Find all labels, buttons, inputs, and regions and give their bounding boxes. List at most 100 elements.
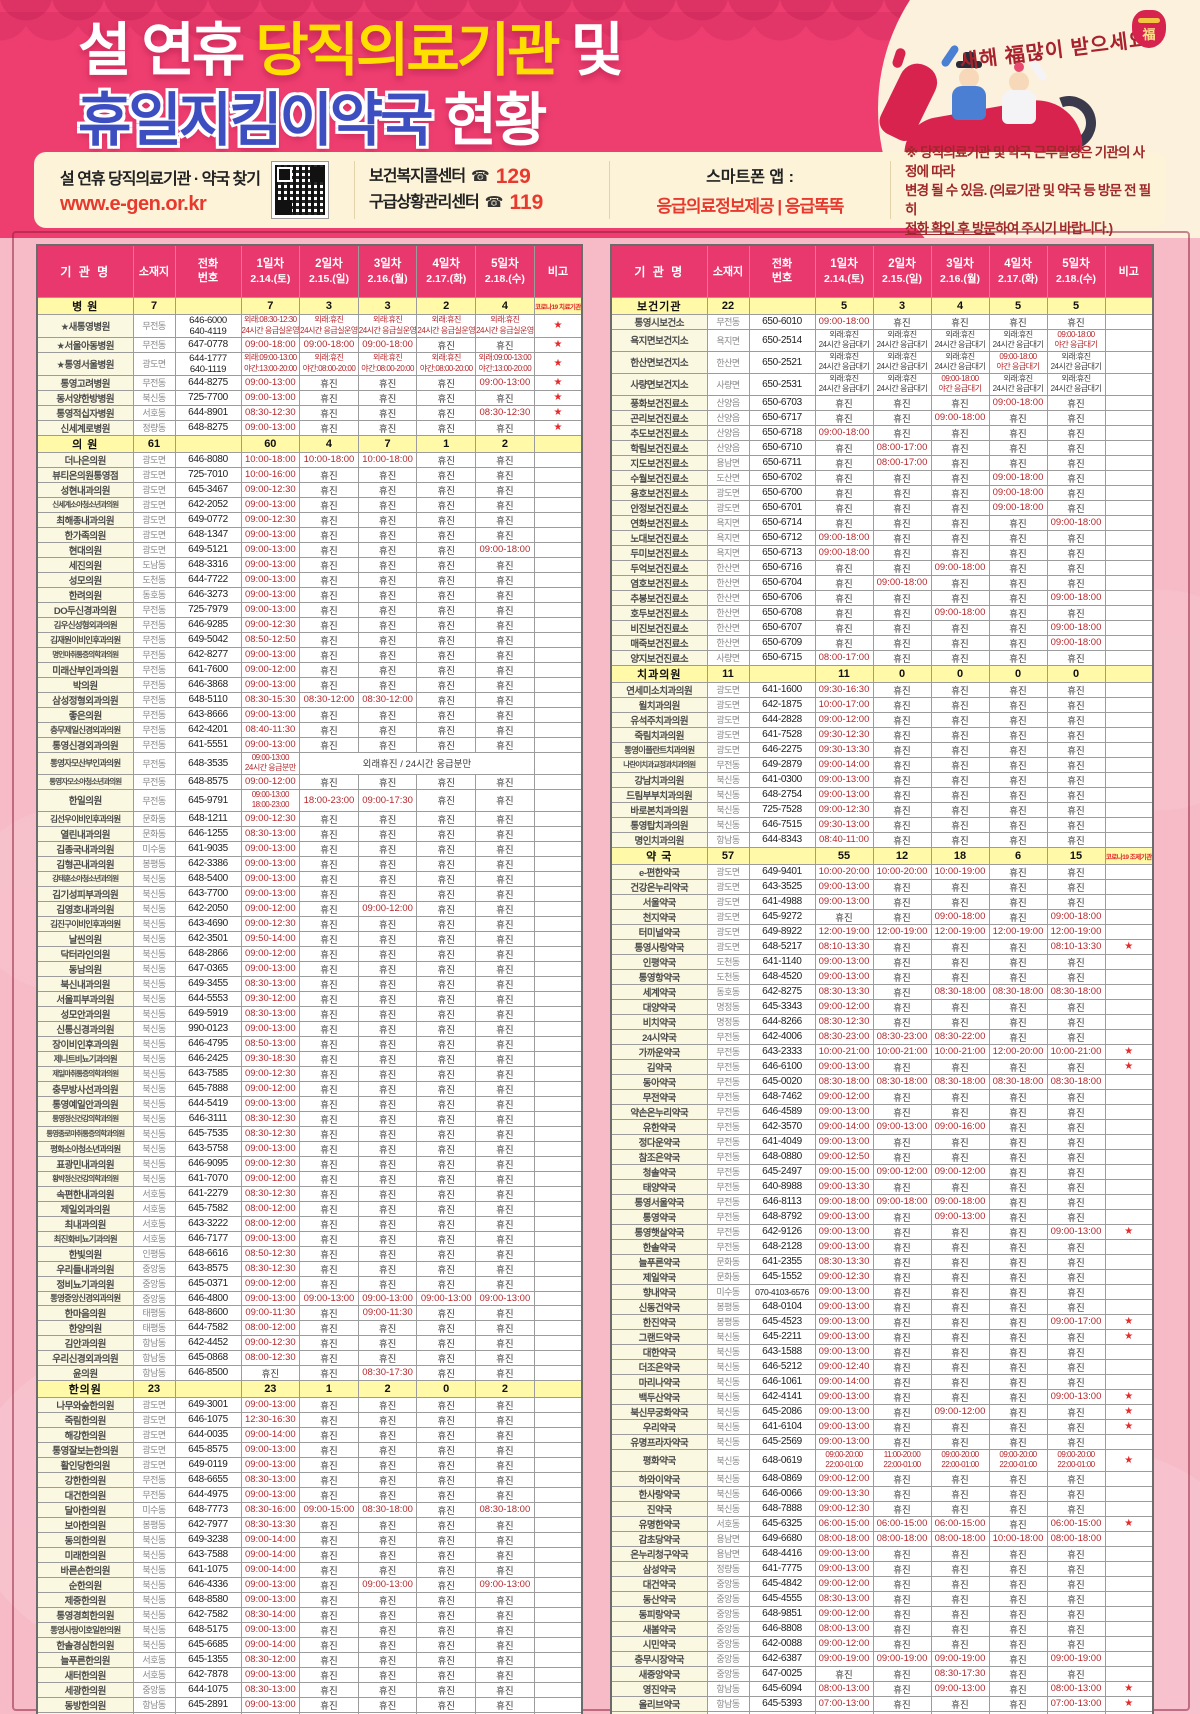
day-schedule: 휴진 [1046, 529, 1106, 546]
day-schedule: 09:00-13:00 [240, 885, 301, 902]
day-schedule: 09:00-12:00 [240, 773, 301, 790]
remark-star [533, 960, 583, 977]
location: 서호동 [132, 1185, 176, 1202]
section-row: 치과의원 11 11 0 0 0 0 [610, 664, 1154, 683]
phone-number: 650-6704 [748, 574, 816, 591]
day-schedule: 09:00-18:00 [1046, 589, 1106, 606]
phone-number: 645-7582 [174, 1200, 242, 1217]
institution-name: 김형곤내과의원 [36, 855, 134, 872]
day-schedule: 휴진 [930, 514, 990, 531]
day-schedule: 휴진 [814, 1665, 874, 1682]
day-schedule: 휴진 [930, 786, 990, 803]
day-schedule: 휴진 [357, 1020, 418, 1037]
location: 북신동 [132, 1050, 176, 1067]
day-schedule: 07:00-13:00 [814, 1695, 874, 1712]
phone-number: 648-7888 [748, 1500, 816, 1517]
table-row: 참조은약국 무전동 648-0880 09:00-12:50 휴진 휴진 휴진 휴진 [610, 1148, 1154, 1165]
day-schedule: 휴진 [299, 616, 359, 633]
day-schedule: 휴진 [299, 556, 359, 573]
location: 무전동 [132, 691, 176, 708]
remark-star [533, 1260, 583, 1277]
day-schedule: 휴진 [357, 975, 418, 992]
location: 광도면 [132, 466, 176, 483]
day-schedule: 휴진 [872, 1343, 932, 1360]
remark-star [533, 810, 583, 827]
section-label: 치과의원 [610, 664, 708, 683]
day-schedule: 휴진 [357, 1275, 418, 1292]
day-schedule: 외래:휴진 24시간 응급대기 [814, 372, 874, 396]
day-schedule: 휴진 [930, 529, 990, 546]
phone-number: 646-1061 [748, 1373, 816, 1390]
day-schedule: 휴진 [357, 1230, 418, 1247]
location: 북신동 [132, 1531, 176, 1548]
day-schedule: 휴진 [416, 1155, 477, 1172]
table-row: 김재원이비인후과의원 무전동 649-5042 08:50-12:50 휴진 휴진 휴진 휴진 [36, 631, 583, 648]
phone-number: 646-0066 [748, 1485, 816, 1502]
day-schedule: 휴진 [988, 1635, 1048, 1652]
location: 도천동 [706, 968, 750, 985]
institution-name: 지도보건진료소 [610, 454, 708, 471]
remark-star [533, 1319, 583, 1336]
institution-name: 통영약국 [610, 1208, 708, 1225]
remark-star [533, 1155, 583, 1172]
institution-name: 나란이치과교정과치과의원 [610, 756, 708, 773]
day-schedule: 휴진 [475, 1275, 535, 1292]
day-schedule: 휴진 [357, 586, 418, 603]
day-schedule: 휴진 [299, 1200, 359, 1217]
location: 북신동 [132, 1065, 176, 1082]
table-row: 욕지면보건지소 욕지면 650-2514 외래:휴진 24시간 응급대기 외래:휴진 24시… [610, 328, 1154, 352]
phone-number: 641-9035 [174, 840, 242, 857]
phone-number: 645-4555 [748, 1590, 816, 1607]
day-schedule: 휴진 [872, 756, 932, 773]
table-row: 활인당한의원 광도면 649-0119 09:00-13:00 휴진 휴진 휴진 휴진 [36, 1456, 583, 1473]
day-schedule: 휴진 [357, 616, 418, 633]
institution-name: 늘푸른약국 [610, 1253, 708, 1270]
institution-name: 통영사랑약국 [610, 938, 708, 955]
table-row: 통영사랑이호일한의원 북신동 648-5175 09:00-13:00 휴진 휴진 휴진 휴진 [36, 1621, 583, 1638]
table-row: 청솔약국 무전동 645-2497 09:00-15:00 09:00-12:00 09:… [610, 1163, 1154, 1180]
phone-number: 648-4520 [748, 968, 816, 985]
day-schedule: 외래:휴진 24시간 응급실운영 [357, 313, 418, 338]
remark-star: ★ [1104, 1058, 1154, 1075]
section-count: 57 [706, 846, 750, 865]
day-schedule: 09:00-12:00 [240, 945, 301, 962]
institution-name: 올리브약국 [610, 1695, 708, 1712]
institution-name: 대건약국 [610, 1575, 708, 1592]
institution-name: 미래한의원 [36, 1546, 134, 1563]
day-schedule: 휴진 [930, 1178, 990, 1195]
remark-star [533, 1125, 583, 1142]
day-schedule: 휴진 [475, 419, 535, 436]
location: 북신동 [132, 930, 176, 947]
day-schedule: 09:00-17:00 [1046, 1313, 1106, 1330]
table-row: 통영고려병원 무전동 644-8275 09:00-13:00 휴진 휴진 휴진 09:00-… [36, 374, 583, 391]
day-schedule: 휴진 [299, 1396, 359, 1413]
day-schedule: 휴진 [930, 1590, 990, 1607]
phone-number: 645-1552 [748, 1268, 816, 1285]
location: 북신동 [132, 1080, 176, 1097]
institution-name: 우리약국 [610, 1418, 708, 1435]
table-row: 정비뇨기과의원 중앙동 645-0371 09:00-12:00 휴진 휴진 휴진 휴진 [36, 1275, 583, 1292]
phone-number: 646-6000 640-4119 [174, 313, 242, 338]
institution-name: 박의원 [36, 676, 134, 693]
phone-number: 650-6700 [748, 484, 816, 501]
day-schedule: 휴진 [1046, 1028, 1106, 1045]
institution-name: 청솔약국 [610, 1163, 708, 1180]
day-schedule: 06:00-15:00 [814, 1515, 874, 1532]
table-row: 신통신경과의원 북신동 990-0123 09:00-13:00 휴진 휴진 휴진 휴진 [36, 1020, 583, 1037]
location: 사량면 [706, 372, 750, 396]
table-row: 통영사랑약국 광도면 648-5217 08:10-13:30 휴진 휴진 휴진 08:10-… [610, 938, 1154, 955]
day-schedule: 휴진 [872, 1208, 932, 1225]
phone-number: 070-4103-6576 [748, 1283, 816, 1300]
day-schedule: 휴진 [416, 1591, 477, 1608]
table-row: 최내과의원 서호동 643-3222 08:00-12:00 휴진 휴진 휴진 휴진 [36, 1215, 583, 1232]
table-row: 순한의원 북신동 646-4336 09:00-13:00 휴진 09:00-13:00 휴… [36, 1576, 583, 1593]
phone-number: 645-0868 [174, 1349, 242, 1366]
phone-number: 643-5758 [174, 1140, 242, 1157]
day-schedule: 12:00-19:00 [1046, 923, 1106, 940]
phone-number: 646-3111 [174, 1110, 242, 1127]
day-schedule: 휴진 [872, 1133, 932, 1150]
day-schedule: 휴진 [988, 908, 1048, 925]
day-schedule: 휴진 [357, 374, 418, 391]
day-schedule: 외래:08:30-12:30 24시간 응급실운영 [240, 313, 301, 338]
phone-number: 645-7888 [174, 1080, 242, 1097]
